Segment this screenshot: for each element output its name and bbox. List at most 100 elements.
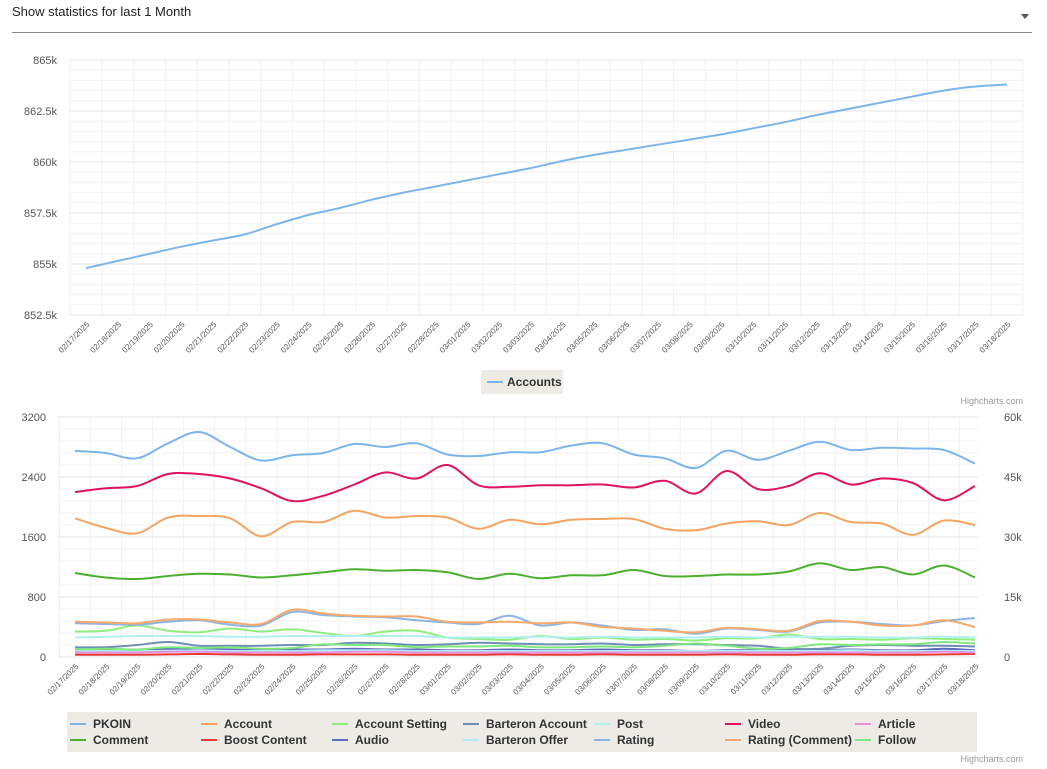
x-tick-label: 02/22/2025 [216,320,251,355]
series-line-follow [74,640,976,651]
series-line-comment [74,562,976,581]
x-tick-label: 03/03/2025 [501,320,536,355]
legend-item-video: Video [748,717,780,731]
legend-item-accounts: Accounts [507,375,562,389]
x-tick-label: 03/08/2025 [635,662,670,697]
x-tick-label: 03/13/2025 [819,320,854,355]
legend: PKOIN Account Account Setting Barteron Acco… [67,712,977,752]
activity-chart: 0800160024003200015k30k45k60k02/17/20250… [22,412,1023,764]
y-tick-label-right: 0 [1004,652,1010,664]
x-tick-label: 03/09/2025 [666,662,701,697]
y-tick-label: 852.5k [24,310,58,322]
legend-item-post: Post [617,717,643,731]
legend-item-barteron-account: Barteron Account [486,717,587,731]
legend-item-follow: Follow [878,733,917,747]
x-tick-label: 03/18/2025 [978,320,1013,355]
x-tick-label: 02/28/2025 [387,662,422,697]
y-tick-label-right: 30k [1004,532,1022,544]
x-tick-label: 03/03/2025 [480,662,515,697]
x-tick-label: 03/17/2025 [946,320,981,355]
series-line-post [74,634,976,639]
period-selector-label: Show statistics for last 1 Month [12,4,192,19]
grid-lines [69,60,1024,316]
series-line-barteron-offer [75,649,975,653]
legend-item-account-setting: Account Setting [355,717,447,731]
legend-item-barteron-offer: Barteron Offer [486,733,568,747]
x-tick-label: 03/01/2025 [438,320,473,355]
y-tick-label-right: 45k [1004,472,1022,484]
x-tick-label: 03/16/2025 [884,662,919,697]
series-line-boost-content [74,652,976,656]
x-tick-label: 02/28/2025 [406,320,441,355]
x-tick-label: 03/17/2025 [915,662,950,697]
x-tick-label: 03/15/2025 [853,662,888,697]
x-tick-label: 02/19/2025 [108,662,143,697]
y-tick-label: 862.5k [24,106,58,118]
x-tick-label: 03/07/2025 [628,320,663,355]
series-line-pkoin [74,430,976,470]
x-tick-label: 03/02/2025 [470,320,505,355]
x-tick-label: 03/08/2025 [660,320,695,355]
x-tick-label: 03/14/2025 [851,320,886,355]
x-tick-label: 02/18/2025 [88,320,123,355]
x-tick-label: 03/11/2025 [729,662,764,697]
y-tick-label: 857.5k [24,208,58,220]
series-line-article [75,650,976,654]
period-selector[interactable]: Show statistics for last 1 Month [12,0,1032,33]
x-tick-label: 02/21/2025 [170,662,205,697]
legend-item-audio: Audio [355,733,389,747]
accounts-chart: 852.5k 855k 857.5k 860k 862.5k 865k 02/17/2025… [24,55,1024,406]
x-tick-label: 03/11/2025 [756,320,791,355]
x-tick-label: 02/20/2025 [152,320,187,355]
y-tick-label-right: 15k [1004,592,1022,604]
credits-link: Highcharts.com [960,396,1023,406]
x-tick-label: 02/18/2025 [77,662,112,697]
y-tick-label-left: 3200 [22,412,46,424]
y-tick-label: 855k [33,259,57,271]
series-line-account [74,509,976,538]
y-tick-label-right: 60k [1004,412,1022,424]
x-tick-label: 02/17/2025 [46,662,81,697]
dropdown-caret-icon[interactable] [1021,14,1029,19]
x-tick-label: 02/26/2025 [325,662,360,697]
legend: Accounts [481,370,563,394]
series-line-rating [74,610,976,635]
y-tick-label: 860k [33,157,57,169]
x-tick-label: 02/24/2025 [263,662,298,697]
x-tick-label: 03/06/2025 [597,320,632,355]
x-tick-label: 03/09/2025 [692,320,727,355]
x-tick-label: 03/12/2025 [787,320,822,355]
x-tick-label: 03/07/2025 [604,662,639,697]
x-tick-label: 03/02/2025 [449,662,484,697]
x-tick-label: 02/19/2025 [120,320,155,355]
x-tick-label: 03/10/2025 [697,662,732,697]
legend-item-rating-comment: Rating (Comment) [748,733,852,747]
series-line-accounts [85,83,1008,270]
y-tick-label-left: 1600 [22,532,46,544]
series-line-barteron-account [74,640,976,651]
legend-item-pkoin: PKOIN [93,717,131,731]
x-tick-label: 02/25/2025 [311,320,346,355]
x-tick-label: 02/23/2025 [247,320,282,355]
x-tick-label: 02/23/2025 [232,662,267,697]
series-line-rating-comment [74,608,976,634]
x-tick-label: 03/06/2025 [573,662,608,697]
x-tick-label: 03/12/2025 [760,662,795,697]
x-tick-label: 03/14/2025 [822,662,857,697]
x-tick-label: 03/18/2025 [946,662,981,697]
series-line-video [74,463,976,503]
x-tick-label: 02/21/2025 [184,320,219,355]
x-tick-label: 02/26/2025 [343,320,378,355]
x-tick-label: 02/24/2025 [279,320,314,355]
legend-box [67,712,977,752]
legend-item-rating: Rating [617,733,654,747]
x-tick-label: 03/04/2025 [511,662,546,697]
x-tick-label: 03/13/2025 [791,662,826,697]
y-tick-label-left: 2400 [22,472,46,484]
legend-item-article: Article [878,717,916,731]
x-tick-label: 02/25/2025 [294,662,329,697]
legend-item-boost-content: Boost Content [224,733,307,747]
x-tick-label: 03/10/2025 [724,320,759,355]
x-tick-label: 02/27/2025 [374,320,409,355]
x-tick-label: 03/16/2025 [914,320,949,355]
